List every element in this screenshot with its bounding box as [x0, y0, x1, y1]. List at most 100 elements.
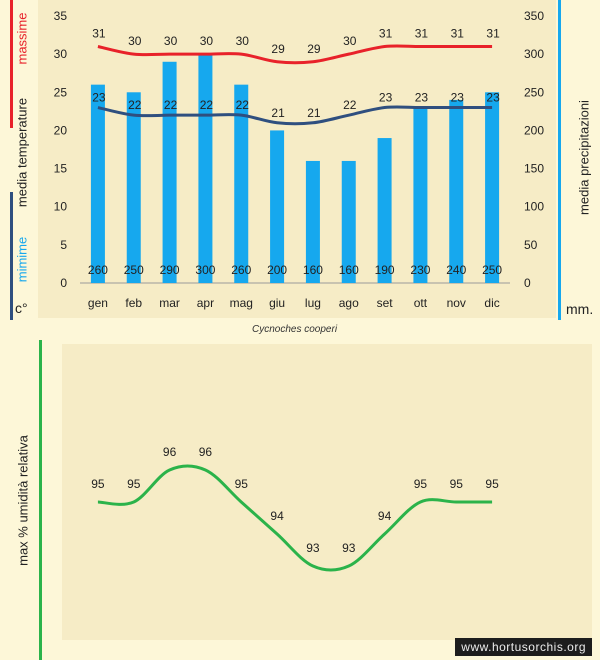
month-tick-label: feb	[125, 296, 142, 310]
precipitation-data-label: 260	[88, 263, 108, 277]
max-temp-data-label: 31	[415, 27, 429, 41]
month-tick-label: giu	[269, 296, 285, 310]
humidity-data-label: 95	[485, 477, 499, 491]
species-subtitle: Cycnoches cooperi	[252, 324, 338, 335]
precipitation-bar	[485, 92, 500, 284]
min-temp-data-label: 22	[128, 98, 142, 112]
min-temp-data-label: 22	[236, 98, 250, 112]
right-tick-label: 350	[524, 9, 544, 23]
max-temp-data-label: 30	[343, 34, 357, 48]
precipitation-bar	[234, 84, 249, 284]
precipitation-data-label: 260	[231, 263, 251, 277]
right-tick-label: 50	[524, 238, 538, 252]
left-tick-label: 20	[54, 123, 68, 137]
max-temp-marker-bar	[10, 0, 13, 128]
humidity-chart: 95 95 96 96 95 94 93 93 94 95 95 95	[91, 445, 499, 572]
humidity-data-label: 95	[127, 477, 141, 491]
right-tick-label: 300	[524, 47, 544, 61]
precipitation-data-label: 300	[195, 263, 215, 277]
precipitation-bar	[90, 84, 105, 284]
precipitation-data-label: 250	[482, 263, 502, 277]
min-temp-data-label: 21	[271, 106, 285, 120]
humidity-data-label: 95	[450, 477, 464, 491]
max-temp-data-label: 30	[128, 34, 142, 48]
humidity-data-label: 93	[342, 541, 356, 555]
humidity-data-label: 93	[306, 541, 320, 555]
humidity-line	[97, 464, 493, 572]
min-temp-data-label: 23	[451, 91, 465, 105]
right-tick-label: 150	[524, 162, 544, 176]
precipitation-data-label: 290	[160, 263, 180, 277]
humidity-data-label: 95	[91, 477, 105, 491]
month-tick-label: dic	[484, 296, 499, 310]
precipitation-bar	[377, 138, 392, 283]
humidity-chart-panel	[62, 344, 592, 640]
min-temp-data-label: 22	[164, 98, 178, 112]
max-temp-data-label: 29	[307, 42, 321, 56]
right-tick-label: 250	[524, 85, 544, 99]
max-temp-data-label: 30	[200, 34, 214, 48]
min-temp-data-label: 23	[415, 91, 429, 105]
month-tick-label: lug	[305, 296, 321, 310]
precipitation-data-label: 240	[446, 263, 466, 277]
right-tick-label: 100	[524, 200, 544, 214]
left-tick-label: 10	[54, 200, 68, 214]
humidity-data-label: 96	[163, 445, 177, 459]
min-temp-data-label: 22	[343, 98, 357, 112]
mm-unit-label: mm.	[566, 301, 594, 317]
max-temp-data-label: 29	[271, 42, 285, 56]
humidity-data-label: 94	[378, 509, 392, 523]
left-tick-label: 30	[54, 47, 68, 61]
min-temp-data-label: 21	[307, 106, 321, 120]
left-tick-label: 5	[60, 238, 67, 252]
left-tick-label: 15	[54, 162, 68, 176]
precipitation-bar	[449, 99, 464, 284]
precipitation-data-label: 160	[339, 263, 359, 277]
month-tick-label: ago	[339, 296, 359, 310]
min-temperature-line	[97, 105, 493, 126]
precipitation-bar	[270, 130, 285, 283]
precipitation-data-label: 200	[267, 263, 287, 277]
right-tick-label: 200	[524, 123, 544, 137]
month-tick-label: ott	[414, 296, 428, 310]
left-tick-label: 0	[60, 276, 67, 290]
max-temp-data-label: 31	[486, 27, 500, 41]
month-tick-label: nov	[447, 296, 466, 310]
min-temp-data-label: 23	[486, 91, 500, 105]
precipitation-bar	[162, 61, 177, 284]
max-temp-data-label: 30	[164, 34, 178, 48]
website-watermark: www.hortusorchis.org	[455, 638, 592, 656]
min-temp-data-label: 23	[379, 91, 393, 105]
max-temperature-line	[97, 44, 493, 65]
humidity-data-label: 95	[414, 477, 428, 491]
precipitation-bar	[341, 160, 356, 283]
humidity-data-label: 96	[199, 445, 213, 459]
min-temp-data-label: 23	[92, 91, 106, 105]
right-tick-label: 0	[524, 276, 531, 290]
max-temp-data-label: 31	[379, 27, 393, 41]
precipitation-data-label: 250	[124, 263, 144, 277]
max-temp-data-label: 31	[92, 27, 106, 41]
max-temp-data-label: 31	[451, 27, 465, 41]
humidity-data-label: 95	[235, 477, 249, 491]
max-temp-data-label: 30	[236, 34, 250, 48]
precipitation-data-label: 190	[375, 263, 395, 277]
month-tick-label: set	[377, 296, 394, 310]
month-tick-label: apr	[197, 296, 214, 310]
humidity-marker-bar	[39, 340, 42, 660]
precipitation-bar	[413, 107, 428, 284]
precipitation-bar	[305, 160, 320, 283]
min-temp-data-label: 22	[200, 98, 214, 112]
celsius-unit-label: c°	[15, 300, 28, 316]
precipitation-data-label: 230	[410, 263, 430, 277]
precipitation-bar	[126, 92, 141, 284]
month-tick-label: gen	[88, 296, 108, 310]
min-temp-marker-bar	[10, 192, 13, 320]
left-tick-label: 25	[54, 85, 68, 99]
month-tick-label: mag	[230, 296, 253, 310]
month-tick-label: mar	[159, 296, 180, 310]
precipitation-bar	[198, 54, 213, 284]
left-tick-label: 35	[54, 9, 68, 23]
humidity-data-label: 94	[270, 509, 284, 523]
